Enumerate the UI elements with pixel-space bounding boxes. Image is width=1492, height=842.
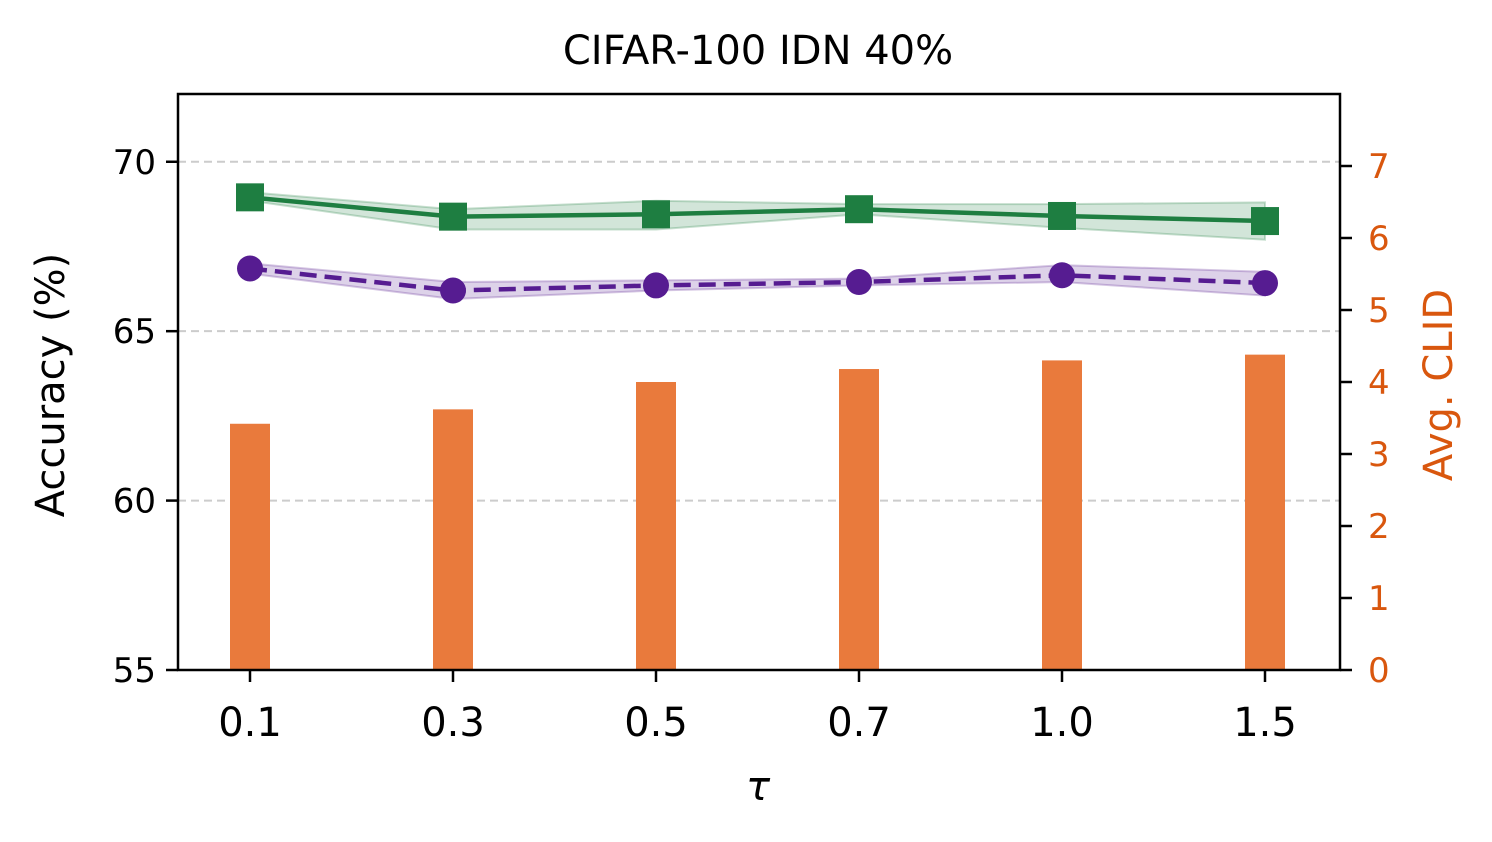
data-point [236,183,264,212]
x-tick-label: 0.7 [827,700,891,746]
y2-tick-label: 4 [1368,363,1390,403]
x-tick-label: 1.0 [1030,700,1094,746]
data-point [846,269,872,296]
bar [839,369,879,670]
x-axis: 0.1 0.3 0.5 0.7 1.0 1.5 [218,670,1297,746]
y-tick-label: 55 [113,651,156,691]
right-y-axis: 0 1 2 3 4 5 6 7 [1340,147,1390,691]
y-axis-label: Accuracy (%) [28,253,74,518]
data-point [237,255,263,282]
bar [1042,360,1082,670]
bar [230,423,270,670]
plot-frame [176,92,1342,672]
data-point [643,272,669,299]
y2-tick-label: 3 [1368,435,1390,475]
bar [1245,354,1285,670]
series-line [249,266,1266,293]
y2-tick-label: 6 [1368,219,1390,259]
x-axis-label: τ [746,764,771,810]
y2-tick-label: 5 [1368,291,1390,331]
confidence-band [249,262,1266,300]
data-point [1048,201,1076,230]
y2-tick-label: 0 [1368,651,1390,691]
x-tick-label: 0.3 [421,700,485,746]
y-tick-label: 65 [113,312,156,352]
grid-lines [178,160,1340,502]
right-y-axis-label: Avg. CLID [1416,289,1462,481]
chart-title: CIFAR-100 IDN 40% [563,28,953,74]
x-tick-label: 1.5 [1233,700,1297,746]
data-point [439,202,467,231]
bar [636,382,676,670]
y2-tick-label: 1 [1368,579,1390,619]
data-point [440,277,466,304]
y2-tick-label: 7 [1368,147,1390,187]
data-point [642,200,670,229]
data-point [1252,270,1278,297]
bar-series [230,354,1285,670]
line-markers [236,183,1279,304]
y-tick-label: 60 [113,482,156,522]
data-point [1049,262,1075,289]
x-tick-label: 0.5 [624,700,688,746]
left-y-axis: 55 60 65 70 [113,143,178,691]
series-line [249,195,1266,224]
x-tick-label: 0.1 [218,700,282,746]
bar [433,409,473,670]
data-point [845,195,873,224]
y-tick-label: 70 [113,143,156,183]
line-series [249,195,1266,293]
y2-tick-label: 2 [1368,507,1390,547]
data-point [1251,207,1279,236]
